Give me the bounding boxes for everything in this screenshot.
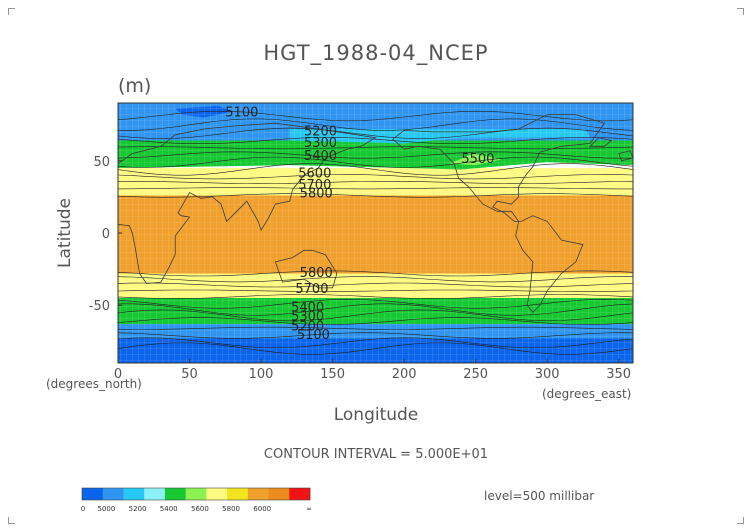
contour-label: 5600 [298,166,331,181]
contour-line [118,309,633,322]
contour-line [118,193,633,198]
contour-label: 5700 [295,282,328,297]
colorbar-swatch [185,488,207,500]
x-tick-label: 250 [463,367,488,382]
x-tick-label: 0 [114,367,122,382]
contour-label: 5100 [297,328,330,343]
contour-label: 5100 [225,106,258,121]
contour-label: 5800 [300,266,333,281]
colorbar-label: 6000 [253,505,271,513]
contour-line [118,110,633,122]
colorbar-label: 5200 [129,505,147,513]
colorbar-frame [81,487,311,501]
contour-line [118,332,633,339]
y-tick-label: -50 [89,299,110,314]
y-tick-label: 50 [93,155,110,170]
contour-line [118,326,633,330]
colorbar-swatch [82,488,104,500]
corner-mark-br [737,517,744,524]
x-axis-label: Longitude [334,405,419,425]
contour-line [118,187,633,190]
colorbar-swatch [268,488,290,500]
x-tick-label: 300 [535,367,560,382]
x-axis-ticks: 0 50 100 150 200 250 300 350 [114,359,631,382]
colorbar-label: 5000 [97,505,115,513]
grid-overlay [118,103,633,363]
contour-label: 5400 [291,301,324,316]
contour-line [118,342,633,355]
coastline [589,137,613,147]
colorbar-label: 0 [81,505,85,513]
contour-label: 5200 [291,319,324,334]
colorbar-swatch [123,488,145,500]
y-axis-label: Latitude [55,198,75,268]
contour-line [118,294,633,299]
x-tick-label: 50 [181,367,198,382]
contour-line [118,181,633,184]
x-tick-label: 100 [249,367,274,382]
colorbar-label: 5600 [191,505,209,513]
contour-line [118,151,633,159]
contour-line [118,303,633,316]
level-note: level=500 millibar [484,489,594,503]
chart-units: (m) [118,75,151,97]
colorbar-swatch [206,488,228,500]
contour-label: 5800 [300,187,333,202]
contour-lines [118,110,633,355]
contour-line [118,276,633,283]
colorbar-label: 5400 [160,505,178,513]
chart-title: HGT_1988-04_NCEP [263,41,488,66]
contour-label: 5700 [298,178,331,193]
contour-label: 5500 [461,152,494,167]
colorbar-label: 5800 [222,505,240,513]
corner-mark-tl [8,8,15,15]
x-axis-unit: (degrees_east) [542,387,631,401]
y-axis-ticks: 50 0 -50 [89,155,122,314]
colorbar-swatch [227,488,249,500]
corner-mark-tr [737,8,744,15]
coastline [618,150,633,162]
colorbar-swatch [164,488,186,500]
contour-line [118,174,633,180]
contour-line [118,156,633,168]
contour-line [118,317,633,325]
contour-line [118,127,633,139]
contour-label: 5300 [304,136,337,151]
x-tick-label: 150 [320,367,345,382]
colorbar-swatch [289,488,311,500]
coastline [118,122,377,285]
x-tick-label: 200 [392,367,417,382]
contour-line [118,146,633,150]
colorbar-swatch [102,488,124,500]
contour-line [118,270,633,277]
contour-label: 5400 [304,149,337,164]
y-axis-unit: (degrees_north) [46,377,142,391]
x-tick-label: 350 [606,367,631,382]
contour-line [118,337,633,349]
corner-mark-bl [8,517,15,524]
contour-interval-note: CONTOUR INTERVAL = 5.000E+01 [264,447,488,462]
y-tick-label: 0 [102,227,110,242]
colorbar-swatch [247,488,269,500]
contour-line [118,137,633,145]
coastline [392,114,606,314]
contour-line [118,118,633,131]
contour-line [118,282,633,288]
coastlines [118,114,633,314]
colorbar-swatch [144,488,166,500]
coastline [274,249,338,289]
contour-line [118,163,633,176]
contour-label: 5200 [304,124,337,139]
colorbar: 0 5000 5200 5400 5600 5800 6000 ∞ [81,487,312,513]
contour-label: 5300 [291,309,324,324]
colorbar-label: ∞ [306,505,312,513]
contour-line [118,298,633,309]
